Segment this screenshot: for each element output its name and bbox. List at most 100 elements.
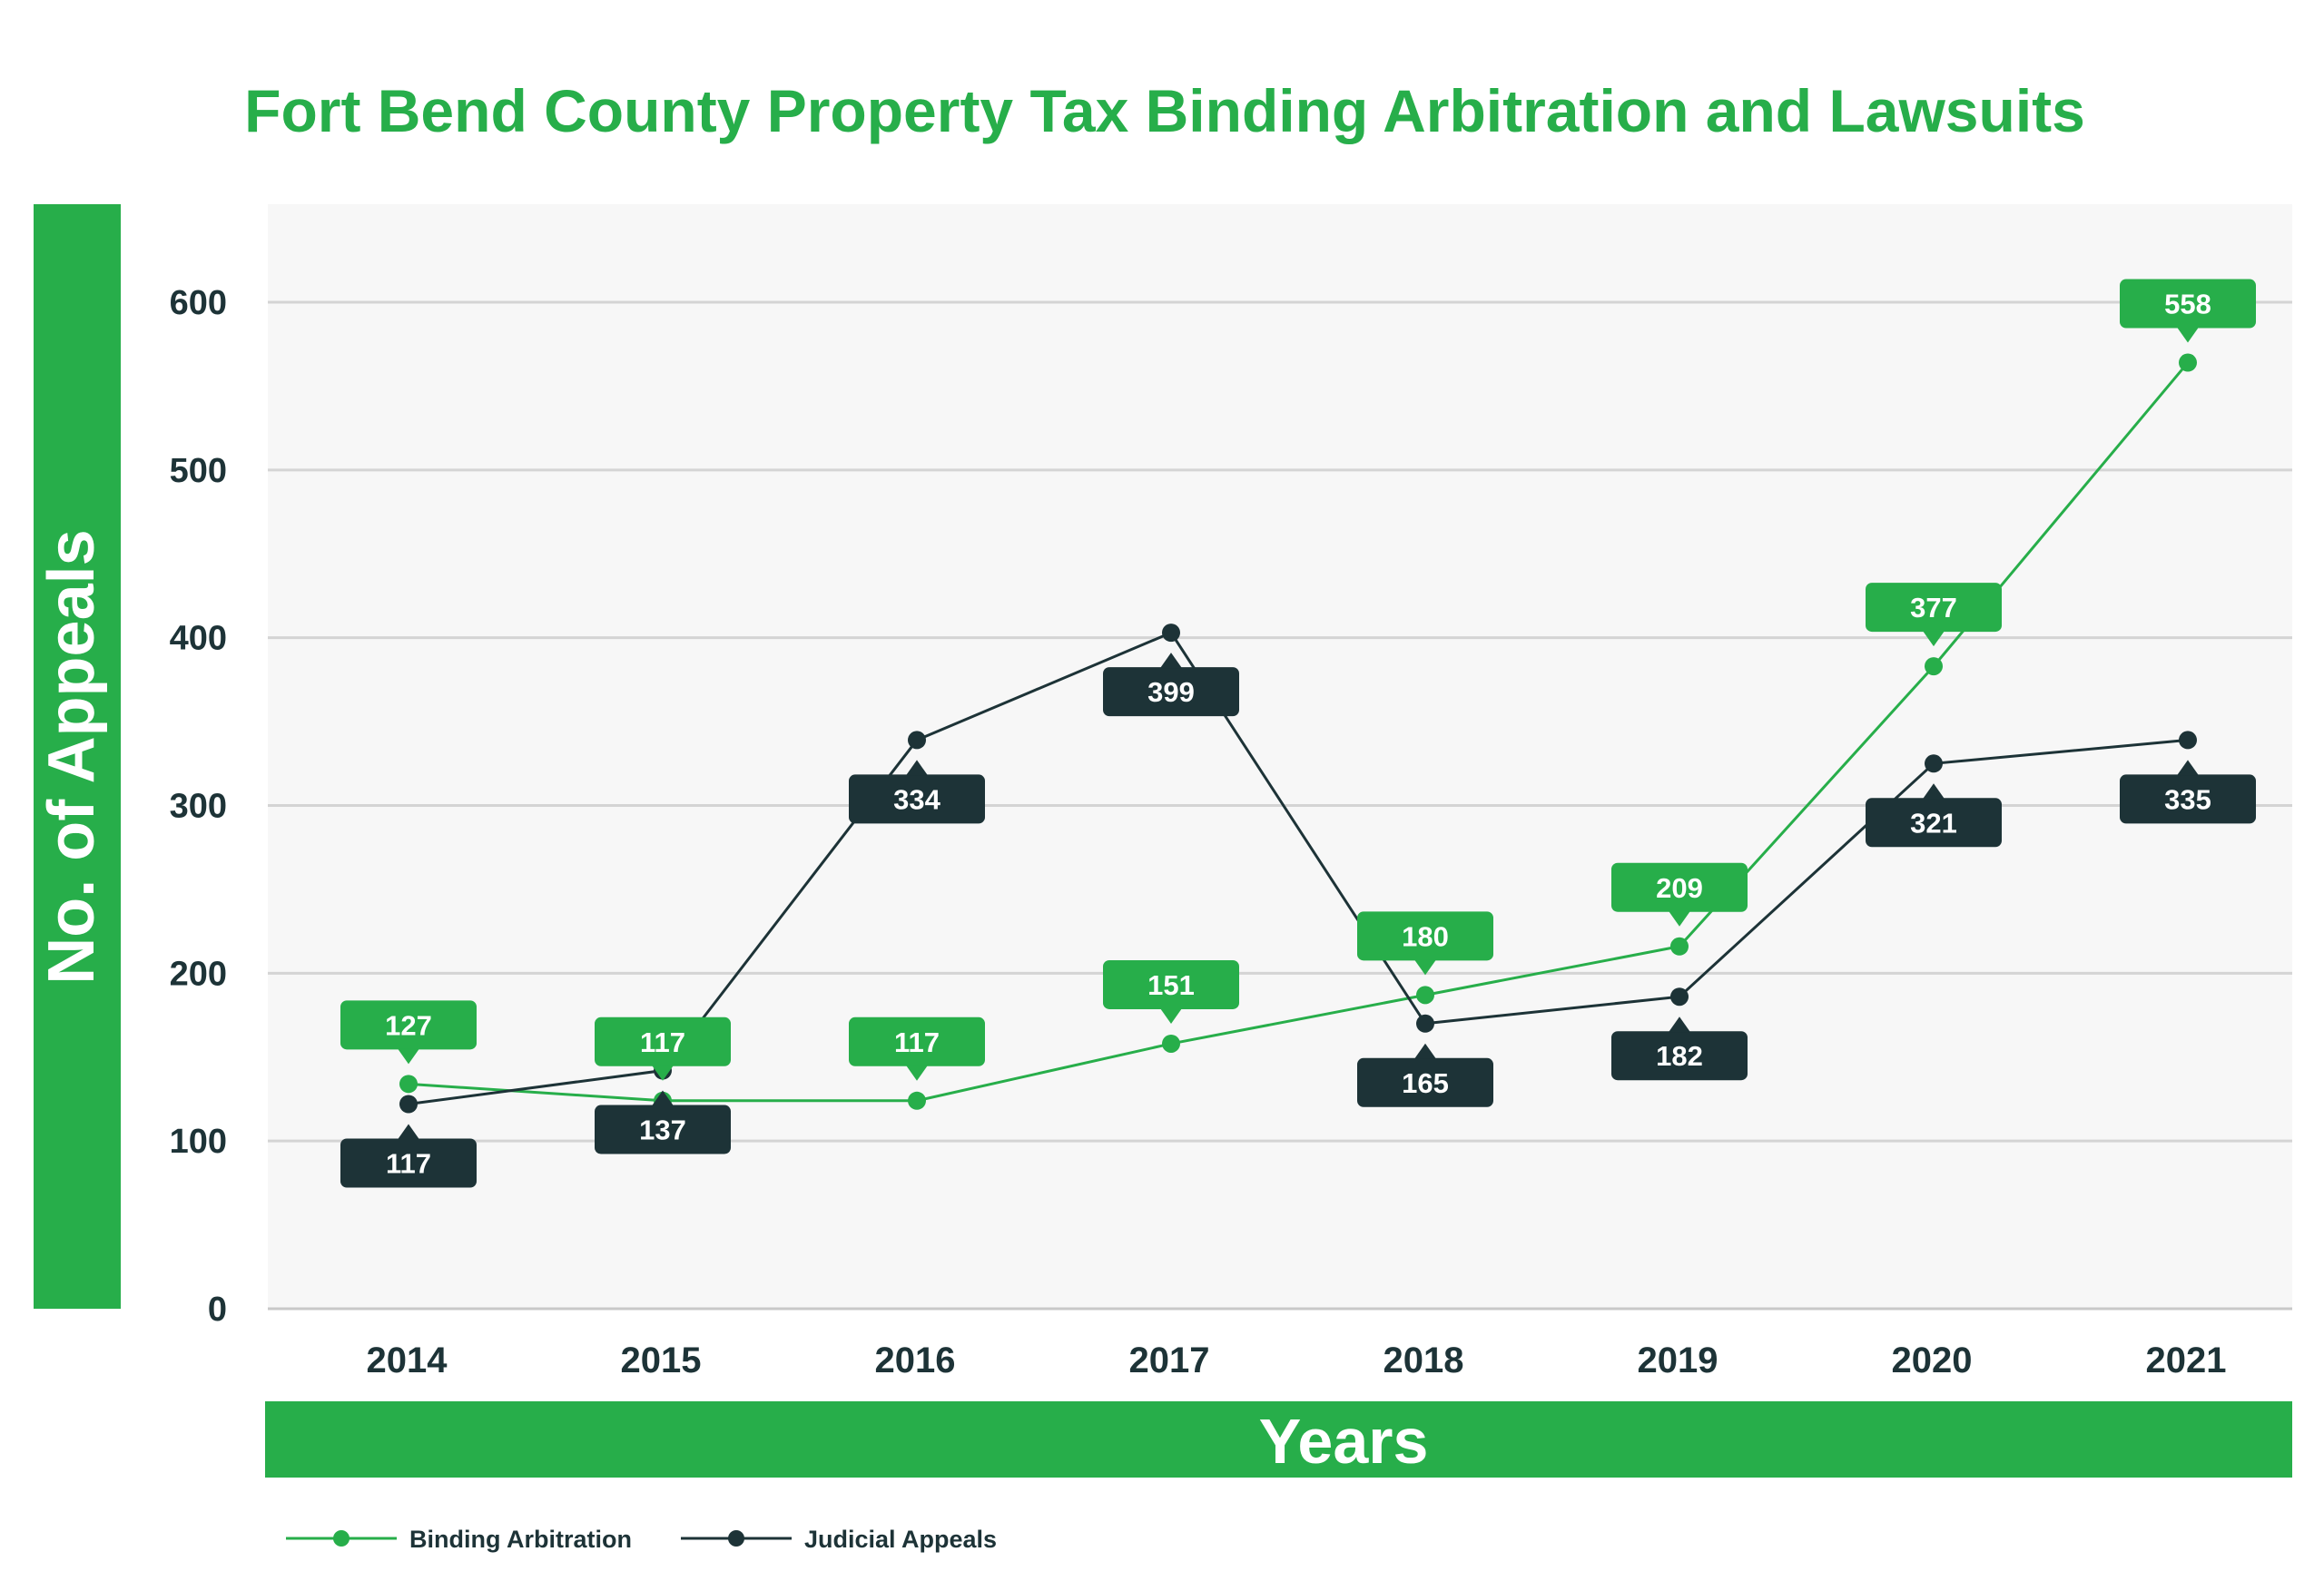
x-tick-label: 2015 <box>621 1341 702 1380</box>
data-label-box <box>1357 911 1493 961</box>
data-label-text: 335 <box>2164 783 2211 815</box>
data-label-text: 182 <box>1656 1040 1703 1072</box>
y-tick-label: 500 <box>170 452 227 490</box>
data-label-binding-arbitration: 117 <box>595 1016 731 1081</box>
data-label-pointer <box>1160 653 1182 669</box>
data-label-pointer <box>1414 959 1436 976</box>
data-label-judicial-appeals: 137 <box>595 1090 731 1154</box>
data-label-box <box>340 1138 477 1188</box>
data-label-box <box>595 1016 731 1066</box>
legend: Binding Arbitration Judicial Appeals <box>286 1526 997 1553</box>
data-label-pointer <box>398 1048 419 1065</box>
x-tick-label: 2014 <box>367 1341 448 1380</box>
data-label-judicial-appeals: 182 <box>1611 1016 1748 1081</box>
data-label-text: 321 <box>1910 807 1957 839</box>
data-label-pointer <box>906 760 928 776</box>
data-point-judicial-appeals <box>1416 1014 1434 1033</box>
data-label-box <box>595 1105 731 1154</box>
data-label-judicial-appeals: 335 <box>2120 760 2256 824</box>
data-label-binding-arbitration: 209 <box>1611 862 1748 927</box>
data-label-judicial-appeals: 321 <box>1866 783 2002 848</box>
data-label-pointer <box>1669 910 1690 927</box>
data-label-box <box>1103 959 1239 1009</box>
data-label-pointer <box>1160 1007 1182 1024</box>
data-point-binding-arbitration <box>2179 353 2197 372</box>
data-label-pointer <box>652 1065 674 1081</box>
data-label-pointer <box>1669 1016 1690 1033</box>
data-label-judicial-appeals: 399 <box>1103 653 1239 717</box>
x-tick-label: 2018 <box>1384 1341 1464 1380</box>
data-label-box <box>1357 1057 1493 1107</box>
y-tick-label: 100 <box>170 1123 227 1161</box>
x-axis-label-bar <box>265 1401 2292 1478</box>
data-point-judicial-appeals <box>399 1095 418 1114</box>
x-tick-label: 2017 <box>1129 1341 1210 1380</box>
chart-title: Fort Bend County Property Tax Binding Ar… <box>244 77 2085 144</box>
data-label-box <box>1611 862 1748 912</box>
x-tick-label: 2016 <box>875 1341 956 1380</box>
legend-marker-binding-arbitration <box>333 1530 350 1547</box>
data-label-pointer <box>652 1090 674 1106</box>
data-label-pointer <box>1923 783 1945 800</box>
legend-marker-judicial-appeals <box>728 1530 744 1547</box>
y-axis-label: No. of Appeals <box>35 529 108 984</box>
x-tick-labels: 2014 2015 2016 2017 2018 2019 2020 2021 <box>367 1341 2227 1380</box>
data-label-text: 334 <box>893 783 940 815</box>
x-tick-label: 2021 <box>2146 1341 2227 1380</box>
data-label-text: 117 <box>894 1026 940 1058</box>
data-label-judicial-appeals: 165 <box>1357 1043 1493 1107</box>
data-label-pointer <box>398 1124 419 1140</box>
data-label-text: 399 <box>1147 676 1195 708</box>
data-label-text: 117 <box>640 1026 685 1058</box>
data-label-pointer <box>2177 327 2199 343</box>
data-label-text: 377 <box>1910 592 1957 624</box>
data-label-box <box>2120 774 2256 824</box>
data-point-binding-arbitration <box>908 1091 926 1110</box>
legend-item-judicial-appeals: Judicial Appeals <box>681 1526 997 1553</box>
data-label-binding-arbitration: 127 <box>340 1000 477 1065</box>
data-point-binding-arbitration <box>399 1075 418 1094</box>
data-label-text: 165 <box>1402 1067 1449 1099</box>
plot-background <box>268 204 2292 1309</box>
data-label-judicial-appeals: 117 <box>340 1124 477 1188</box>
x-axis-label: Years <box>1259 1406 1429 1477</box>
data-point-binding-arbitration <box>1416 986 1434 1005</box>
y-tick-label: 600 <box>170 284 227 322</box>
data-label-box <box>340 1000 477 1050</box>
data-label-text: 137 <box>639 1115 686 1146</box>
data-label-text: 151 <box>1147 969 1195 1001</box>
data-label-text: 209 <box>1656 872 1703 904</box>
data-point-binding-arbitration <box>1925 657 1943 676</box>
data-label-binding-arbitration: 117 <box>849 1016 985 1081</box>
y-tick-labels: 0 100 200 300 400 500 600 <box>170 284 227 1329</box>
y-tick-label: 400 <box>170 620 227 658</box>
data-label-box <box>849 774 985 824</box>
legend-label-binding-arbitration: Binding Arbitration <box>409 1526 632 1553</box>
y-tick-label: 300 <box>170 788 227 826</box>
data-label-box <box>1866 798 2002 848</box>
data-label-pointer <box>2177 760 2199 776</box>
data-point-judicial-appeals <box>1925 754 1943 773</box>
data-label-text: 558 <box>2164 289 2211 320</box>
y-tick-label: 200 <box>170 955 227 993</box>
data-label-text: 127 <box>385 1009 432 1041</box>
data-label-box <box>1866 583 2002 633</box>
data-point-binding-arbitration <box>1670 937 1689 956</box>
data-label-binding-arbitration: 151 <box>1103 959 1239 1024</box>
legend-label-judicial-appeals: Judicial Appeals <box>804 1526 997 1553</box>
y-axis-label-bar <box>34 204 121 1309</box>
data-point-binding-arbitration <box>1162 1034 1180 1053</box>
data-label-binding-arbitration: 377 <box>1866 583 2002 647</box>
data-point-judicial-appeals <box>908 731 926 750</box>
data-label-box <box>2120 279 2256 329</box>
x-tick-label: 2020 <box>1892 1341 1973 1380</box>
data-label-text: 117 <box>386 1148 431 1180</box>
data-label-text: 180 <box>1402 920 1449 952</box>
data-label-binding-arbitration: 558 <box>2120 279 2256 343</box>
series-line-binding-arbitration <box>408 361 2190 1103</box>
y-tick-label: 0 <box>208 1291 227 1329</box>
x-tick-label: 2019 <box>1638 1341 1718 1380</box>
data-label-box <box>849 1016 985 1066</box>
data-point-judicial-appeals <box>1162 624 1180 643</box>
